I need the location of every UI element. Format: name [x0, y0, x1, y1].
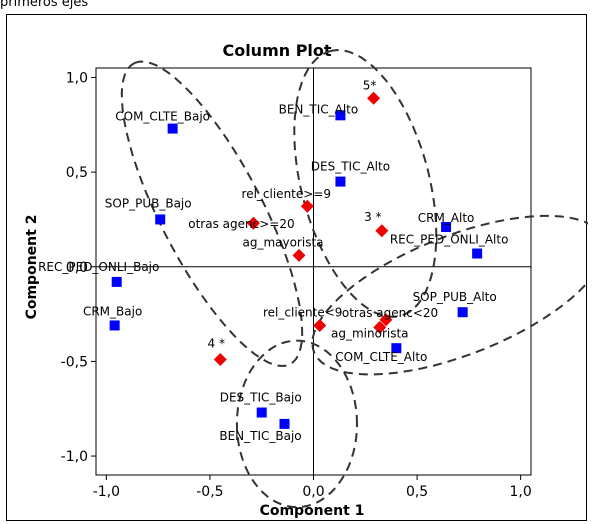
- point-label: otras agenc<20: [342, 306, 438, 320]
- data-point: [373, 320, 387, 334]
- y-tick-label: 0,5: [66, 165, 88, 181]
- chart-title: Column Plot: [222, 41, 331, 60]
- data-point: [335, 110, 346, 121]
- point-label: BEN_TIC_Bajo: [219, 429, 301, 443]
- data-point: [457, 307, 468, 318]
- y-tick-label: -0,5: [61, 354, 88, 370]
- data-point: [246, 216, 260, 230]
- y-tick-label: -1,0: [61, 449, 88, 465]
- point-label: CRM_Alto: [418, 211, 475, 225]
- data-point: [379, 313, 393, 327]
- plot-area: -1,0 -0,5 0,0 0,5 1,0 -1,0 -0,5 0,0 0,5 1,0 COM_CL…: [38, 48, 588, 509]
- chart-frame: Column Plot Component 1 Component 2 -1,0…: [6, 14, 588, 521]
- data-point: [367, 91, 381, 105]
- cluster-ellipse: [293, 48, 438, 318]
- point-label: 4 *: [208, 337, 225, 351]
- point-label: SOP_PUB_Alto: [413, 290, 497, 304]
- data-point: [213, 353, 227, 367]
- data-point: [375, 224, 389, 238]
- data-point: [313, 318, 327, 332]
- data-point: [167, 123, 178, 134]
- column-plot: Column Plot Component 1 Component 2 -1,0…: [24, 41, 588, 519]
- point-label: DES_TIC_Bajo: [220, 391, 302, 405]
- cluster-ellipse: [235, 339, 359, 509]
- x-tick-label: 0,5: [406, 484, 428, 500]
- point-label: 3 *: [364, 210, 381, 224]
- point-label: ag_mayorista: [242, 235, 323, 249]
- cluster-ellipse: [120, 60, 304, 367]
- data-point: [155, 214, 166, 225]
- data-point: [441, 222, 452, 233]
- data-point: [472, 248, 483, 259]
- point-label: DES_TIC_Alto: [311, 160, 390, 174]
- point-label: BEN_TIC_Alto: [279, 102, 359, 116]
- point-label: otras agenc>=20: [188, 217, 294, 231]
- point-label: REC_PED_ONLI_Alto: [390, 233, 509, 247]
- data-point: [335, 176, 346, 187]
- x-tick-label: 1,0: [510, 484, 532, 500]
- data-point: [279, 418, 290, 429]
- x-tick-label: -0,5: [196, 484, 223, 500]
- page-caption: primeros ejes: [0, 0, 89, 10]
- data-point: [256, 407, 267, 418]
- x-tick-label: 0,0: [302, 484, 324, 500]
- data-point: [109, 320, 120, 331]
- point-label: rel_cliente>=9: [242, 187, 331, 201]
- point-label: 5*: [363, 78, 377, 92]
- y-axis-label: Component 2: [24, 215, 40, 320]
- data-point: [391, 343, 402, 354]
- data-point: [300, 199, 314, 213]
- point-label: COM_CLTE_Alto: [335, 350, 427, 364]
- point-label: CRM_Bajo: [83, 304, 142, 318]
- y-tick-label: 0,0: [66, 260, 88, 276]
- point-label: rel_cliente<9: [263, 305, 342, 319]
- x-axis-label: Component 1: [260, 503, 365, 519]
- point-label: ag_minorista: [331, 326, 409, 340]
- point-label: SOP_PUB_Bajo: [105, 196, 192, 210]
- point-label: REC_PED_ONLI_Bajo: [38, 260, 159, 274]
- x-tick-label: -1,0: [93, 484, 120, 500]
- y-tick-label: 1,0: [66, 70, 88, 86]
- data-point: [292, 248, 306, 262]
- data-point: [111, 276, 122, 287]
- point-label: COM_CLTE_Bajo: [115, 110, 210, 124]
